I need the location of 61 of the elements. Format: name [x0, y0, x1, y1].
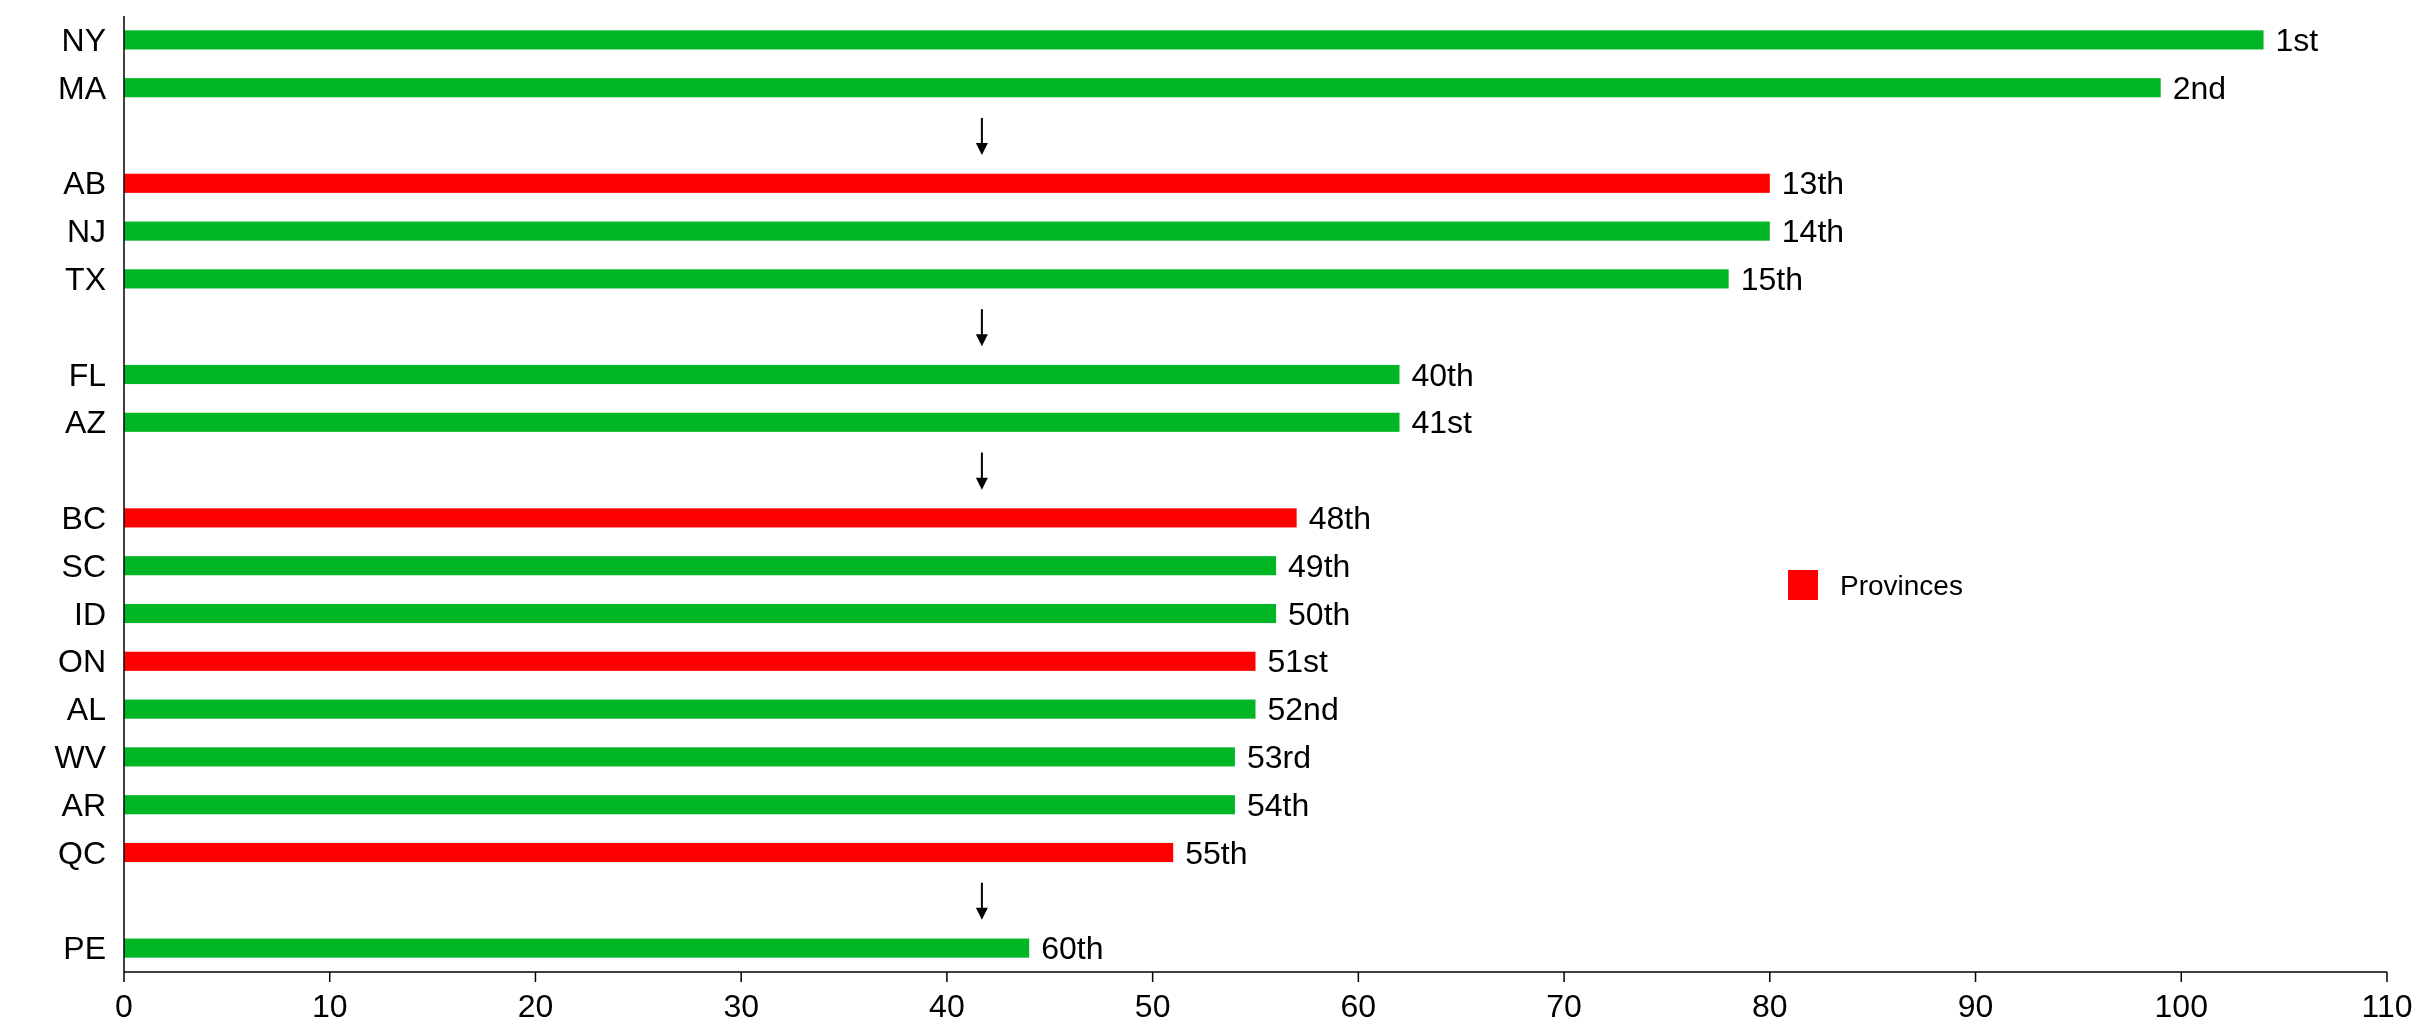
annotation: 51st — [1267, 643, 1329, 680]
bar — [124, 938, 1030, 958]
bar — [124, 78, 2161, 98]
y-tick-label: MA — [58, 69, 107, 106]
y-tick-label: PE — [63, 930, 106, 967]
annotation: 60th — [1041, 930, 1104, 967]
annotation: 1st — [2275, 21, 2319, 58]
annotation: 49th — [1288, 547, 1351, 584]
y-tick-label: AB — [63, 165, 106, 202]
annotation: 48th — [1308, 499, 1371, 536]
bar — [124, 412, 1400, 432]
annotation: 53rd — [1246, 738, 1311, 775]
annotation: 52nd — [1267, 691, 1339, 728]
bar — [124, 747, 1235, 767]
x-tick-label: 100 — [2154, 988, 2208, 1024]
x-tick-label: 110 — [2361, 988, 2413, 1024]
annotation: 15th — [1740, 260, 1803, 297]
annotation: 2nd — [2172, 69, 2227, 106]
x-tick-label: 0 — [115, 988, 133, 1024]
x-tick-label: 20 — [517, 988, 554, 1024]
x-tick-label: 40 — [929, 988, 965, 1024]
y-tick-label: NJ — [66, 213, 106, 250]
y-tick-label: FL — [68, 356, 106, 393]
annotation: 14th — [1781, 213, 1845, 250]
annotation: 13th — [1781, 165, 1845, 202]
y-tick-label: ON — [58, 643, 106, 680]
bar — [124, 699, 1256, 719]
bar — [124, 364, 1400, 385]
annotation: 54th — [1246, 786, 1310, 823]
y-tick-label: WV — [54, 738, 107, 775]
bar — [124, 269, 1729, 289]
bar — [124, 556, 1277, 576]
annotation: 55th — [1185, 834, 1248, 871]
bar — [124, 30, 2264, 50]
y-tick-label: QC — [58, 834, 106, 871]
x-tick-label: 70 — [1546, 988, 1582, 1024]
y-tick-label: AL — [66, 691, 106, 728]
annotation: 50th — [1288, 595, 1351, 632]
x-tick-label: 90 — [1957, 988, 1994, 1024]
bar — [124, 651, 1256, 671]
bar — [124, 508, 1297, 528]
y-tick-label: ID — [74, 595, 106, 632]
y-tick-label: AR — [61, 786, 106, 823]
annotation: 40th — [1411, 356, 1474, 393]
bar — [124, 795, 1235, 815]
y-tick-label: NY — [61, 21, 106, 58]
legend-label: Provinces — [1840, 570, 1963, 601]
annotation: 41st — [1411, 404, 1473, 441]
bar — [124, 842, 1174, 863]
bar — [124, 173, 1770, 193]
bar — [124, 221, 1770, 241]
y-tick-label: TX — [65, 260, 106, 297]
y-tick-label: BC — [61, 499, 106, 536]
y-tick-label: AZ — [65, 404, 106, 441]
x-tick-label: 80 — [1752, 988, 1788, 1024]
x-tick-label: 60 — [1340, 988, 1377, 1024]
x-tick-label: 30 — [723, 988, 759, 1024]
x-tick-label: 50 — [1134, 988, 1171, 1024]
bar — [124, 603, 1277, 624]
y-tick-label: SC — [61, 547, 106, 584]
x-tick-label: 10 — [311, 988, 348, 1024]
